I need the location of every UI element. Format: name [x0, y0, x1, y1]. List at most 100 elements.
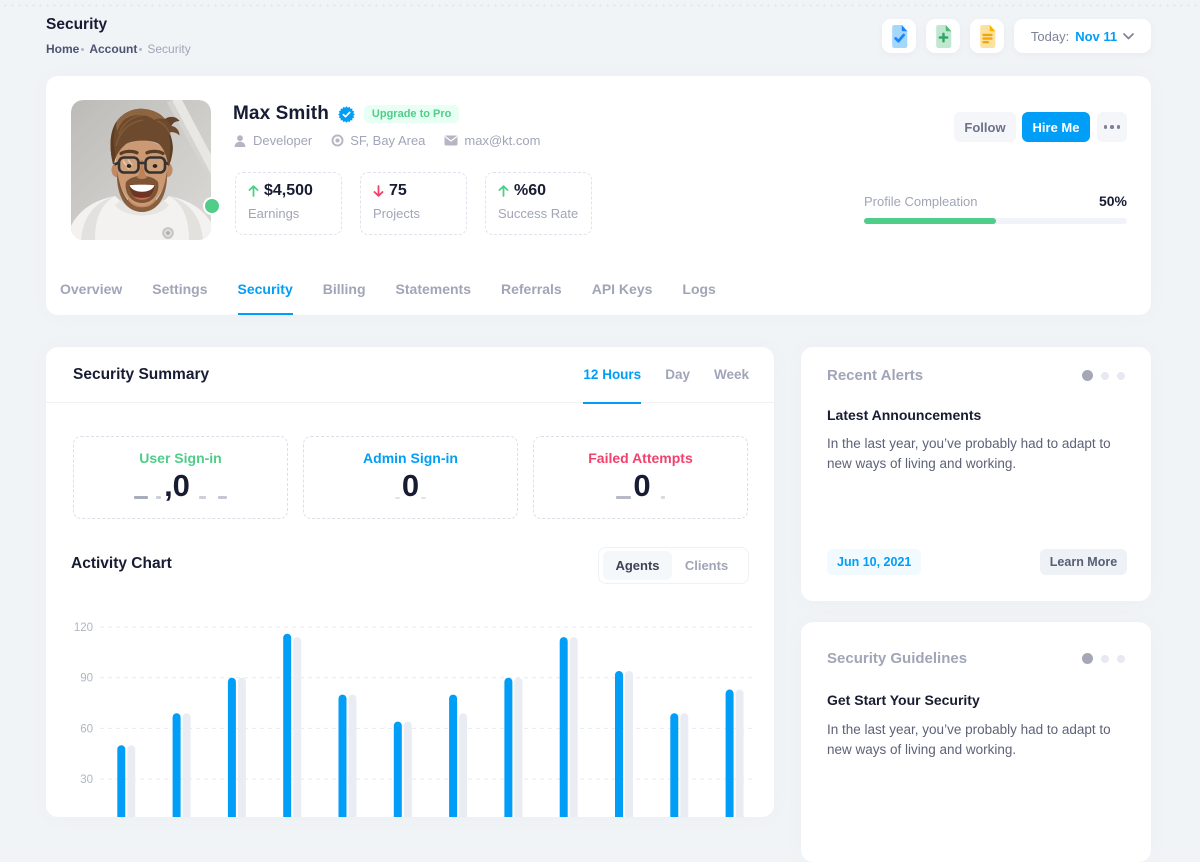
profile-location: SF, Bay Area — [331, 133, 425, 148]
tab-security[interactable]: Security — [237, 265, 293, 315]
toggle-clients[interactable]: Clients — [684, 558, 729, 573]
avatar-photo — [71, 100, 211, 240]
counter-placeholder-dash — [198, 495, 206, 499]
alerts-heading: Latest Announcements — [827, 407, 982, 423]
bar-clients-5 — [403, 721, 412, 817]
security-guidelines-title: Security Guidelines — [827, 650, 968, 667]
counter-placeholder-dash — [616, 495, 632, 499]
tab-billing[interactable]: Billing — [322, 281, 366, 297]
file-add-button[interactable] — [926, 19, 960, 53]
breadcrumb-separator — [139, 47, 143, 51]
bar-clients-2 — [237, 677, 246, 817]
bar-clients-6 — [459, 713, 468, 817]
tab-logs[interactable]: Logs — [682, 281, 716, 297]
date-picker-value: Nov 11 — [1075, 28, 1118, 44]
arrow-down-icon — [373, 185, 384, 197]
file-lines-button[interactable] — [970, 19, 1004, 53]
user-icon — [234, 134, 246, 147]
counter-value-row: 0 — [534, 469, 747, 503]
range-tab-12-hours[interactable]: 12 Hours — [583, 347, 642, 404]
security-guidelines-card: Security Guidelines Get Start Your Secur… — [801, 622, 1151, 862]
bar-clients-1 — [182, 713, 191, 817]
counter-label: Failed Attempts — [588, 450, 693, 466]
bar-agents-0 — [117, 745, 126, 817]
counter-failed-attempts: Failed Attempts 0 — [533, 436, 748, 519]
toggle-agents[interactable]: Agents — [603, 551, 672, 580]
profile-card: Max Smith Upgrade to Pro Developer SF, B… — [46, 76, 1151, 315]
page-title: Security — [46, 16, 108, 33]
bar-clients-10 — [680, 713, 689, 817]
counter-admin-sign-in: Admin Sign-in 0 — [303, 436, 518, 519]
carousel-dot[interactable] — [1101, 371, 1109, 380]
counter-placeholder-dash — [134, 495, 149, 499]
carousel-dot-active[interactable] — [1082, 370, 1093, 381]
file-check-button[interactable] — [882, 19, 916, 53]
carousel-dot[interactable] — [1117, 654, 1125, 663]
bar-clients-11 — [735, 689, 744, 817]
profile-role: Developer — [233, 133, 312, 148]
profile-completion-label: Profile Compleation — [864, 193, 978, 209]
bar-clients-4 — [348, 694, 357, 817]
carousel-dot-active[interactable] — [1082, 653, 1093, 664]
meta-text: Developer — [253, 133, 313, 148]
activity-bar-chart: 30 60 90 120 — [74, 622, 755, 817]
range-tab-day[interactable]: Day — [665, 367, 690, 382]
ytick-label-30: 30 — [80, 774, 93, 786]
file-lines-icon — [979, 24, 995, 48]
breadcrumb-current: Security — [147, 42, 191, 56]
breadcrumb-account[interactable]: Account — [89, 42, 138, 56]
meta-text: SF, Bay Area — [350, 133, 426, 148]
recent-alerts-card: Recent Alerts Latest Announcements In th… — [801, 347, 1151, 601]
stat-value: %60 — [514, 182, 547, 199]
carousel-dots[interactable] — [1082, 653, 1125, 664]
learn-more-button[interactable]: Learn More — [1040, 549, 1127, 575]
ellipsis-dot — [1110, 125, 1114, 129]
counter-value: 0 — [401, 468, 420, 503]
more-options-button[interactable] — [1097, 112, 1127, 142]
tab-settings[interactable]: Settings — [152, 281, 208, 297]
carousel-dot[interactable] — [1101, 654, 1109, 663]
summary-counters: User Sign-in ,0 Admin Sign-in 0 Failed A… — [73, 436, 748, 519]
pin-icon — [331, 134, 344, 147]
tab-referrals[interactable]: Referrals — [501, 281, 562, 297]
activity-chart-toggle: Agents Clients — [598, 547, 749, 584]
bar-agents-10 — [670, 713, 679, 817]
profile-name-row: Max Smith Upgrade to Pro — [233, 103, 460, 125]
verified-badge-icon — [338, 105, 355, 123]
tab-statements[interactable]: Statements — [395, 281, 471, 297]
follow-button[interactable]: Follow — [954, 112, 1016, 142]
bar-clients-0 — [127, 745, 136, 817]
carousel-dot[interactable] — [1117, 371, 1125, 380]
alert-date-chip: Jun 10, 2021 — [827, 549, 922, 575]
bar-agents-7 — [504, 677, 513, 817]
breadcrumb: Home Account Security — [46, 42, 191, 56]
profile-completion-row: Profile Compleation 50% — [864, 193, 1127, 209]
tab-api-keys[interactable]: API Keys — [591, 281, 653, 297]
arrow-up-icon — [248, 185, 259, 197]
security-summary-title: Security Summary — [73, 365, 210, 383]
bar-agents-1 — [172, 713, 181, 817]
breadcrumb-home[interactable]: Home — [46, 42, 80, 56]
meta-text: max@kt.com — [464, 133, 541, 148]
hire-me-button[interactable]: Hire Me — [1022, 112, 1090, 142]
date-picker[interactable]: Today: Nov 11 — [1014, 19, 1151, 53]
avatar — [71, 100, 211, 240]
bar-clients-9 — [625, 670, 633, 817]
bar-agents-9 — [615, 670, 623, 817]
counter-placeholder-dash — [660, 496, 665, 499]
range-tab-week[interactable]: Week — [713, 367, 749, 382]
stat-label: Success Rate — [498, 206, 579, 221]
file-check-icon — [891, 24, 907, 48]
upgrade-to-pro-badge[interactable]: Upgrade to Pro — [363, 105, 460, 123]
counter-placeholder-dash — [217, 495, 227, 499]
security-summary-header: Security Summary 12 Hours Day Week — [46, 347, 774, 404]
profile-stats-row: $4,500 Earnings 75 Projects %60 Success … — [235, 172, 592, 235]
stat-projects: 75 Projects — [360, 172, 467, 235]
bar-clients-3 — [293, 637, 302, 817]
security-summary-card: Security Summary 12 Hours Day Week User … — [46, 347, 774, 817]
stat-label: Projects — [373, 206, 420, 221]
carousel-dots[interactable] — [1082, 370, 1125, 381]
ellipsis-dot — [1103, 125, 1108, 129]
tab-overview[interactable]: Overview — [60, 281, 123, 297]
bar-agents-6 — [449, 694, 458, 817]
